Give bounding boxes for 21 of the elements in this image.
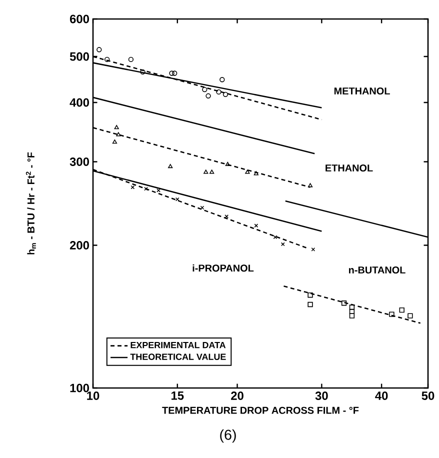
annotation: i-PROPANOL bbox=[192, 264, 254, 272]
text: (6) bbox=[220, 429, 236, 443]
legend-label: THEORETICAL VALUE bbox=[130, 354, 226, 360]
x-tick-label: 50 bbox=[422, 392, 434, 400]
x-tick-label: 30 bbox=[315, 392, 328, 400]
x-axis-title: TEMPERATURE DROP ACROSS FILM - °F bbox=[162, 406, 359, 414]
x-tick-label: 20 bbox=[231, 392, 244, 400]
y-tick-label: 500 bbox=[70, 52, 89, 61]
annotation: ETHANOL bbox=[326, 164, 373, 172]
annotation: n-BUTANOL bbox=[348, 266, 406, 274]
x-tick-label: 15 bbox=[171, 392, 184, 400]
y-tick-label: 400 bbox=[70, 98, 89, 107]
y-axis-title: h$_{m}$ - BTU / Hr - Ft$^{2}$ - °F bbox=[26, 152, 36, 254]
x-tick-label: 10 bbox=[87, 392, 100, 400]
annotation: METHANOL bbox=[334, 87, 390, 95]
y-tick-label: 300 bbox=[70, 158, 89, 166]
y-tick-label: 600 bbox=[70, 14, 89, 24]
y-tick-label: 100 bbox=[70, 384, 89, 392]
legend-label: EXPERIMENTAL DATA bbox=[130, 342, 226, 348]
x-tick-label: 40 bbox=[375, 392, 388, 400]
y-tick-label: 200 bbox=[70, 241, 89, 250]
